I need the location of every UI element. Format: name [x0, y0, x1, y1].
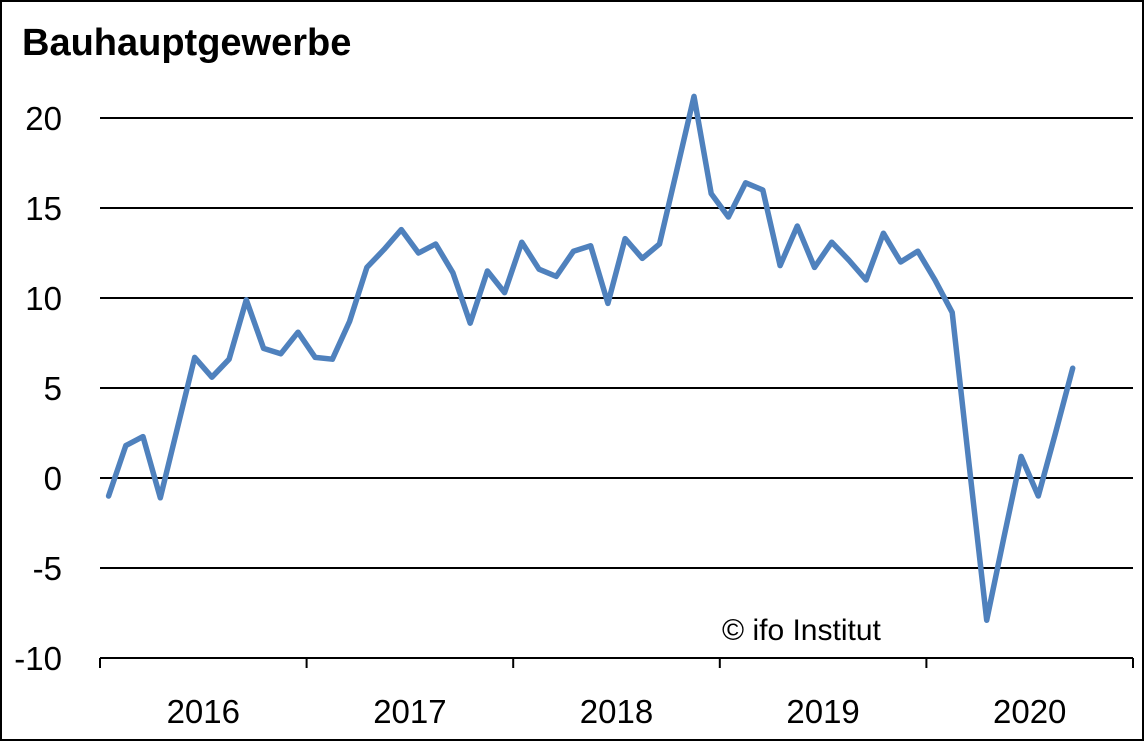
y-axis-tick-label: 5	[44, 370, 62, 407]
x-axis-year-label: 2020	[993, 693, 1066, 730]
series-line-bauhauptgewerbe	[105, 93, 1076, 623]
y-axis-tick-label: -10	[14, 640, 62, 677]
x-axis-year-label: 2016	[167, 693, 240, 730]
y-axis-labels: 20 15 10 5 0 -5 -10	[14, 100, 62, 677]
y-axis-tick-label: 10	[25, 280, 62, 317]
chart-title: Bauhauptgewerbe	[22, 22, 351, 64]
x-axis-year-label: 2019	[786, 693, 859, 730]
ifo-watermark: © ifo Institut	[722, 614, 881, 647]
x-axis-year-label: 2017	[373, 693, 446, 730]
y-axis-tick-label: -5	[33, 550, 62, 587]
x-axis-year-label: 2018	[580, 693, 653, 730]
y-axis-tick-label: 20	[25, 100, 62, 137]
y-axis-tick-label: 0	[44, 460, 62, 497]
x-axis-labels: 2016 2017 2018 2019 2020	[167, 693, 1067, 730]
y-axis-tick-label: 15	[25, 190, 62, 227]
gridlines	[100, 117, 1133, 659]
x-axis-ticks	[99, 658, 1134, 668]
